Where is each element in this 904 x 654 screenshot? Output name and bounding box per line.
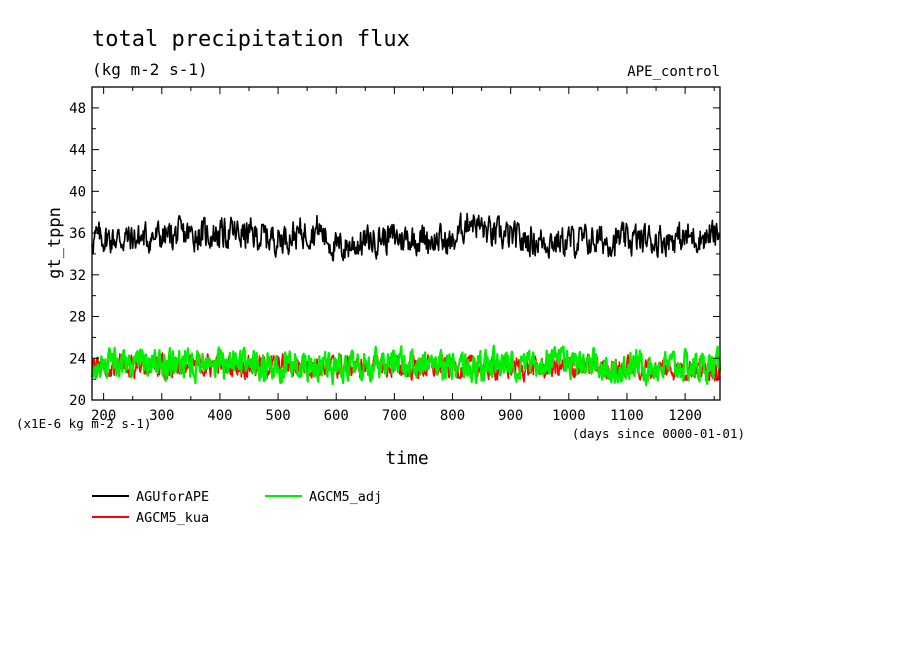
x-tick-label: 1000 <box>552 408 586 424</box>
legend-label: AGCM5_adj <box>309 489 382 505</box>
y-tick-label: 24 <box>69 351 86 367</box>
y-tick-label: 32 <box>69 268 86 284</box>
y-tick-label: 28 <box>69 310 86 326</box>
units-label: (kg m-2 s-1) <box>92 60 208 79</box>
legend-label: AGUforAPE <box>136 489 209 505</box>
x-tick-label: 1100 <box>610 408 644 424</box>
y-axis-label: gt_tppn <box>45 207 65 279</box>
y-tick-label: 36 <box>69 226 86 242</box>
x-tick-label: 1200 <box>668 408 702 424</box>
series-line-aguforape <box>91 212 721 262</box>
ticks-layer: 200 300 400 500 600 700 800 900 1000 1100 1200 20 24… <box>69 87 720 424</box>
x-tick-label: 200 <box>91 408 116 424</box>
x-units-label: (days since 0000-01-01) <box>572 426 745 441</box>
y-tick-label: 20 <box>69 393 86 409</box>
y-scale-label: (x1E-6 kg m-2 s-1) <box>16 416 151 431</box>
legend: AGUforAPE AGCM5_kua AGCM5_adj <box>92 489 382 526</box>
x-tick-label: 500 <box>265 408 290 424</box>
y-tick-label: 44 <box>69 143 86 159</box>
y-tick-label: 40 <box>69 184 86 200</box>
experiment-label: APE_control <box>627 64 720 80</box>
chart-title: total precipitation flux <box>92 27 410 52</box>
x-tick-label: 800 <box>440 408 465 424</box>
series-line-agcm5-adj <box>90 344 722 387</box>
legend-label: AGCM5_kua <box>136 510 209 526</box>
x-tick-label: 400 <box>207 408 232 424</box>
x-tick-label: 600 <box>324 408 349 424</box>
x-tick-label: 700 <box>382 408 407 424</box>
x-tick-label: 900 <box>498 408 523 424</box>
x-tick-label: 300 <box>149 408 174 424</box>
y-tick-label: 48 <box>69 101 86 117</box>
series-layer <box>90 212 722 387</box>
plot-frame <box>91 86 721 401</box>
x-axis-label: time <box>385 448 428 469</box>
